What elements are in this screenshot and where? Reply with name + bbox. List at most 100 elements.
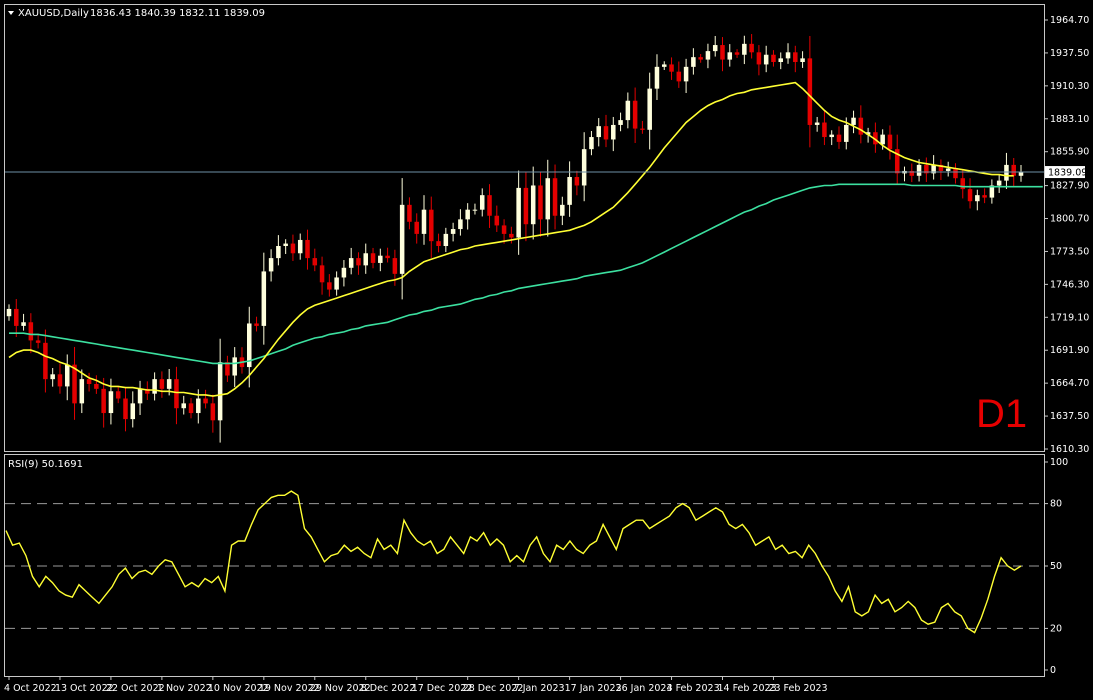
bull-candle — [137, 388, 143, 404]
bear-candle — [356, 258, 361, 266]
bear-candle — [640, 128, 645, 130]
bull-candle — [363, 253, 369, 266]
bear-candle — [822, 122, 827, 138]
bull-candle — [763, 54, 769, 65]
bear-candle — [414, 221, 419, 234]
bear-candle — [807, 58, 813, 125]
time-tick-label: 29 Nov 2022 — [310, 683, 371, 694]
bear-candle — [501, 225, 507, 234]
bull-candle — [465, 209, 470, 220]
bear-candle — [873, 132, 878, 145]
bear-candle — [392, 258, 398, 274]
bull-candle — [611, 124, 616, 140]
bull-candle — [778, 58, 783, 63]
bull-candle — [443, 233, 449, 246]
bull-candle — [297, 239, 303, 254]
bear-candle — [312, 258, 318, 266]
bear-candle — [552, 178, 558, 216]
time-tick-label: 17 Jan 2023 — [565, 683, 622, 694]
bull-candle — [341, 267, 347, 278]
bull-candle — [931, 164, 936, 174]
price-tick-label: 1664.70 — [1050, 378, 1089, 389]
bear-candle — [305, 239, 310, 259]
dropdown-arrow-icon[interactable] — [8, 11, 14, 15]
rsi-line — [5, 490, 1022, 634]
bull-candle — [865, 132, 871, 135]
bull-candle — [625, 100, 631, 121]
ma-slow-line — [9, 183, 1043, 365]
rsi-title: RSI(9) 50.1691 — [8, 459, 83, 470]
price-tick-label: 1910.30 — [1050, 81, 1089, 92]
bear-candle — [28, 322, 34, 341]
bear-candle — [487, 195, 492, 216]
bull-candle — [545, 178, 551, 220]
bear-candle — [793, 52, 798, 63]
bull-candle — [647, 88, 652, 130]
current-price-tag — [1045, 166, 1085, 179]
bear-candle — [145, 388, 150, 394]
bull-candle — [945, 168, 951, 171]
bear-candle — [836, 134, 842, 142]
rsi-tick-label: 50 — [1050, 561, 1062, 572]
bear-candle — [1011, 164, 1016, 176]
bull-candle — [683, 66, 689, 82]
price-tick-label: 1746.30 — [1050, 279, 1089, 290]
bull-candle — [334, 277, 339, 290]
bull-candle — [691, 57, 696, 67]
bear-candle — [523, 187, 529, 225]
bear-candle — [370, 253, 376, 263]
bear-candle — [676, 71, 682, 82]
bull-candle — [654, 66, 660, 89]
bear-candle — [319, 265, 325, 283]
bull-candle — [1018, 172, 1024, 176]
bear-candle — [290, 243, 296, 254]
bear-candle — [698, 57, 703, 60]
bear-candle — [123, 398, 128, 420]
bear-candle — [72, 364, 77, 404]
bull-candle — [814, 122, 820, 125]
bear-candle — [494, 215, 500, 226]
main-chart-frame — [4, 4, 1045, 452]
bear-candle — [35, 340, 41, 343]
bull-candle — [581, 149, 587, 186]
bull-candle — [800, 58, 805, 63]
bull-candle — [108, 391, 114, 414]
bull-candle — [589, 137, 594, 150]
bear-candle — [924, 164, 929, 174]
candlestick-series — [6, 34, 1024, 443]
bull-candle — [64, 364, 70, 387]
bear-candle — [574, 177, 580, 186]
bear-candle — [669, 64, 674, 72]
time-tick-label: 1 Nov 2022 — [157, 683, 212, 694]
bear-candle — [938, 164, 944, 171]
bear-candle — [101, 388, 106, 414]
bull-candle — [567, 177, 572, 205]
bear-candle — [887, 134, 893, 150]
bull-candle — [283, 243, 288, 246]
bear-candle — [188, 403, 194, 414]
time-tick-label: 14 Feb 2023 — [717, 683, 776, 694]
bear-candle — [967, 189, 973, 202]
rsi-tick-label: 0 — [1050, 665, 1056, 676]
bull-candle — [130, 403, 136, 420]
bear-candle — [43, 342, 48, 380]
bull-candle — [276, 245, 281, 259]
bear-candle — [603, 126, 609, 140]
bull-candle — [50, 374, 55, 380]
bear-candle — [14, 308, 19, 326]
price-tick-label: 1855.90 — [1050, 147, 1089, 158]
bull-candle — [152, 379, 157, 394]
bull-candle — [989, 185, 995, 198]
bull-candle — [916, 164, 922, 176]
bull-candle — [79, 379, 85, 404]
rsi-tick-label: 100 — [1050, 457, 1068, 468]
bull-candle — [217, 362, 223, 421]
price-tick-label: 1883.10 — [1050, 114, 1089, 125]
bear-candle — [771, 54, 776, 63]
bull-candle — [880, 134, 885, 145]
bear-candle — [327, 282, 332, 290]
bear-candle — [632, 100, 638, 129]
bull-candle — [421, 209, 427, 234]
